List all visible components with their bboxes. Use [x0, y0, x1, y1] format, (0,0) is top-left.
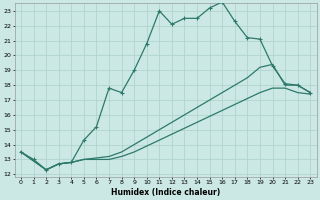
X-axis label: Humidex (Indice chaleur): Humidex (Indice chaleur): [111, 188, 220, 197]
